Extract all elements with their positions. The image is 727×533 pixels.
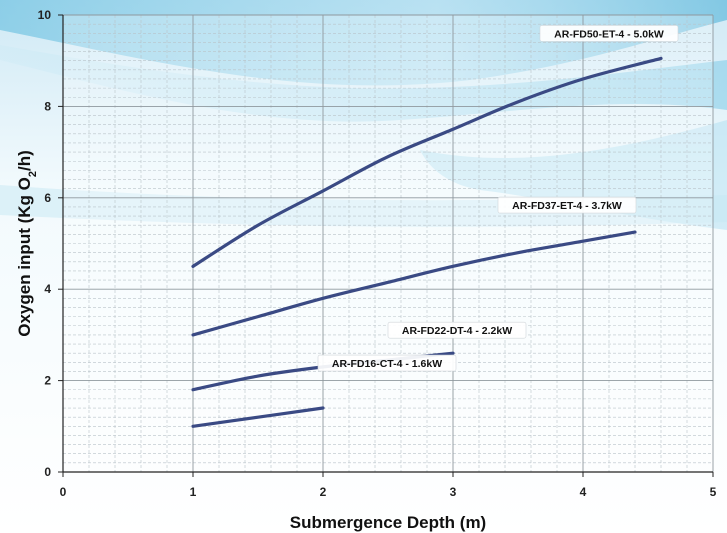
series-line xyxy=(191,56,663,268)
y-tick-label: 2 xyxy=(44,374,51,388)
grid xyxy=(62,14,714,473)
x-tick-label: 3 xyxy=(450,485,457,499)
axes: 0 1 2 3 4 5 0 2 4 6 8 10 Submergence Depth (m) Oxygen… xyxy=(15,8,717,532)
y-tick-label: 6 xyxy=(44,191,51,205)
x-tick-label: 5 xyxy=(710,485,717,499)
series-label-group: AR-FD16-CT-4 - 1.6kW xyxy=(317,354,457,372)
series-label-bg xyxy=(539,25,679,42)
series-label: AR-FD50-ET-4 - 5.0kW xyxy=(554,28,664,40)
series-label: AR-FD37-ET-4 - 3.7kW xyxy=(512,200,622,212)
series-line xyxy=(191,406,325,428)
series-line xyxy=(191,230,637,337)
series-label: AR-FD16-CT-4 - 1.6kW xyxy=(332,358,442,370)
series-label-group: AR-FD37-ET-4 - 3.7kW xyxy=(497,196,637,214)
y-axis-title: Oxygen input (Kg O2/h) xyxy=(15,150,39,337)
y-tick-label: 0 xyxy=(44,465,51,479)
x-tick-label: 4 xyxy=(580,485,587,499)
y-tick-label: 10 xyxy=(38,8,52,22)
x-tick-label: 0 xyxy=(60,485,67,499)
x-tick-label: 2 xyxy=(320,485,327,499)
series-labels: AR-FD50-ET-4 - 5.0kW AR-FD37-ET-4 - 3.7kW… xyxy=(317,25,679,372)
series-label-group: AR-FD22-DT-4 - 2.2kW xyxy=(387,321,527,339)
series-label-group: AR-FD50-ET-4 - 5.0kW xyxy=(539,25,679,42)
series-label-bg xyxy=(317,354,457,372)
series-label-bg xyxy=(387,321,527,339)
y-tick-label: 8 xyxy=(44,99,51,113)
x-tick-label: 1 xyxy=(190,485,197,499)
y-tick-label: 4 xyxy=(44,282,51,296)
x-axis-title: Submergence Depth (m) xyxy=(290,513,486,532)
series-label: AR-FD22-DT-4 - 2.2kW xyxy=(402,325,512,337)
series-label-bg xyxy=(497,196,637,214)
